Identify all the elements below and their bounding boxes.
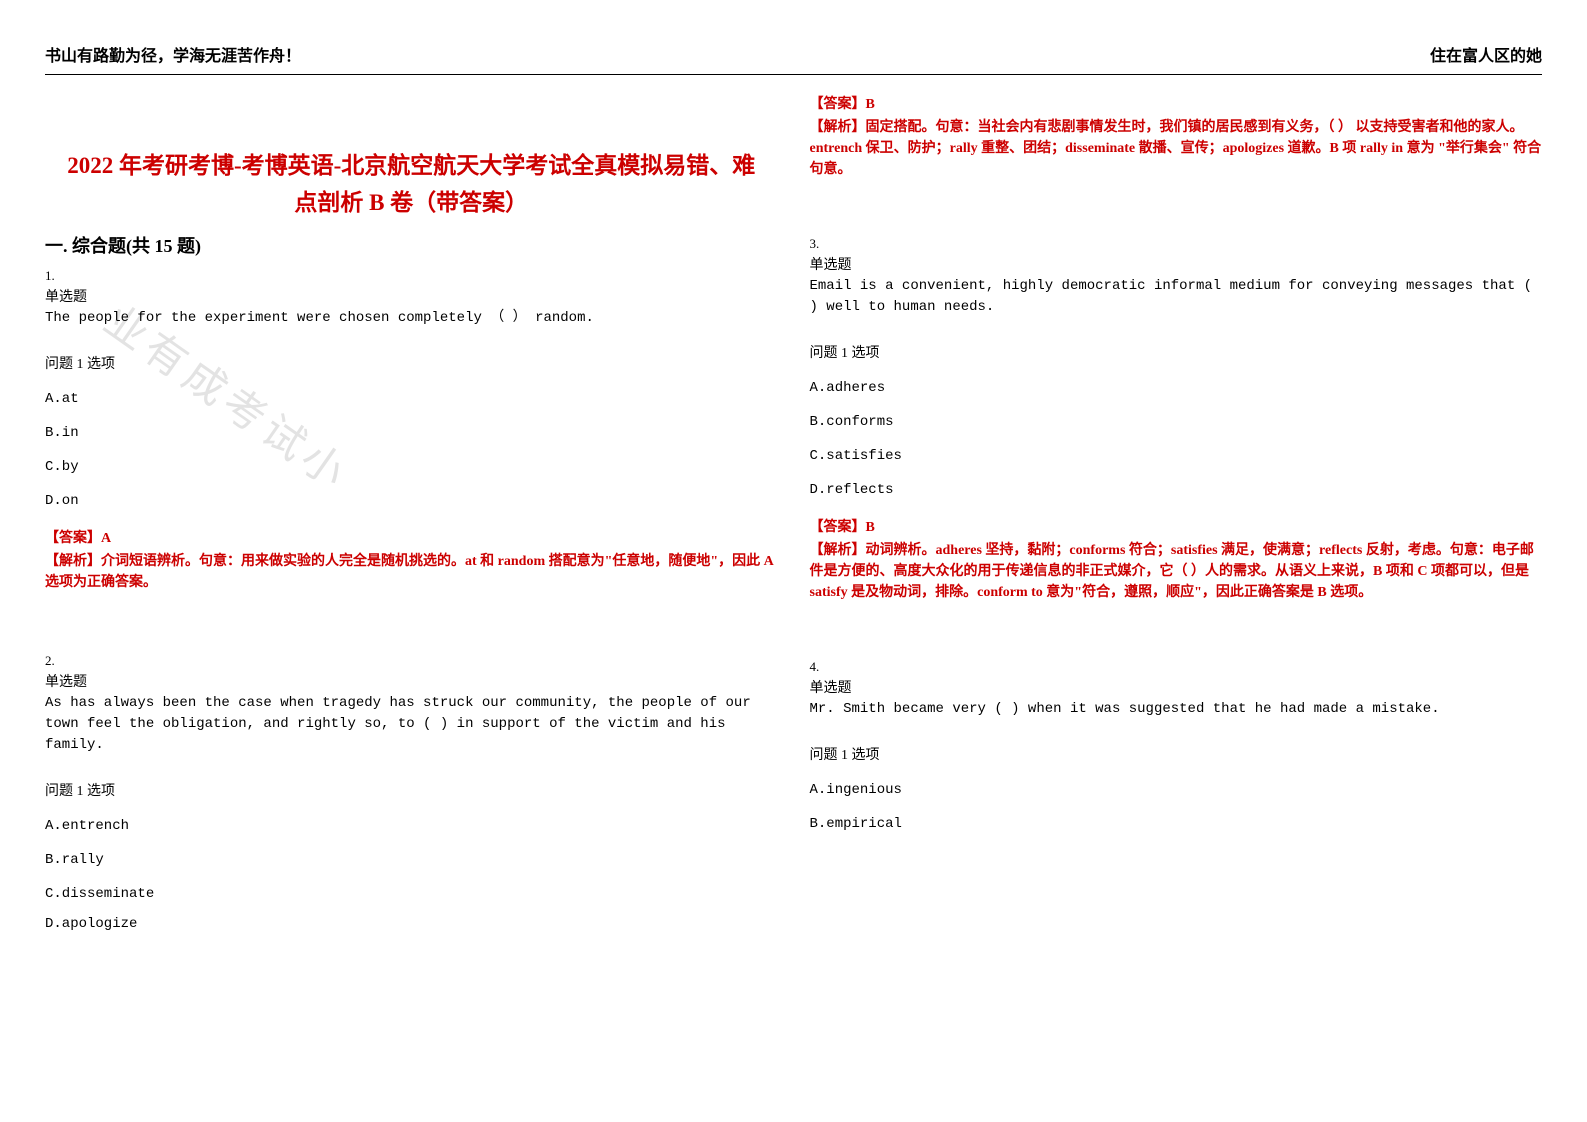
- section-title: 一. 综合题(共 15 题): [45, 232, 778, 258]
- q2-option-c: C.disseminate: [45, 886, 778, 902]
- page-header: 书山有路勤为径，学海无涯苦作舟！ 住在富人区的她: [45, 0, 1542, 75]
- document-title: 2022 年考研考博-考博英语-北京航空航天大学考试全真模拟易错、难 点剖析 B…: [45, 148, 778, 222]
- q1-answer: 【答案】A: [45, 527, 778, 547]
- question-2: 2. 单选题 As has always been the case when …: [45, 653, 778, 932]
- title-line-1: 2022 年考研考博-考博英语-北京航空航天大学考试全真模拟易错、难: [45, 148, 778, 185]
- question-2-answer: 【答案】B 【解析】固定搭配。句意：当社会内有悲剧事情发生时，我们镇的居民感到有…: [810, 93, 1543, 180]
- q3-type: 单选题: [810, 254, 1543, 274]
- q3-text: Email is a convenient, highly democratic…: [810, 276, 1543, 318]
- question-4: 4. 单选题 Mr. Smith became very ( ) when it…: [810, 659, 1543, 832]
- q1-text: The people for the experiment were chose…: [45, 308, 778, 329]
- q1-option-c: C.by: [45, 459, 778, 475]
- q2-option-a: A.entrench: [45, 818, 778, 834]
- q2-type: 单选题: [45, 671, 778, 691]
- q1-option-label: 问题 1 选项: [45, 353, 778, 373]
- q1-option-a: A.at: [45, 391, 778, 407]
- q3-option-b: B.conforms: [810, 414, 1543, 430]
- q4-text: Mr. Smith became very ( ) when it was su…: [810, 699, 1543, 720]
- q3-option-c: C.satisfies: [810, 448, 1543, 464]
- q3-answer: 【答案】B: [810, 516, 1543, 536]
- q3-explain: 【解析】动词辨析。adheres 坚持，黏附；conforms 符合；satis…: [810, 540, 1543, 603]
- q4-number: 4.: [810, 659, 1543, 675]
- q4-option-a: A.ingenious: [810, 782, 1543, 798]
- header-right-text: 住在富人区的她: [1430, 42, 1542, 66]
- q3-option-label: 问题 1 选项: [810, 342, 1543, 362]
- q3-option-d: D.reflects: [810, 482, 1543, 498]
- q2-option-d: D.apologize: [45, 916, 778, 932]
- title-line-2: 点剖析 B 卷（带答案）: [45, 185, 778, 222]
- q2-option-b: B.rally: [45, 852, 778, 868]
- question-1: 1. 单选题 The people for the experiment wer…: [45, 268, 778, 593]
- q4-option-b: B.empirical: [810, 816, 1543, 832]
- q1-number: 1.: [45, 268, 778, 284]
- header-left-motto: 书山有路勤为径，学海无涯苦作舟！: [45, 42, 301, 66]
- q2-answer: 【答案】B: [810, 93, 1543, 113]
- left-column: 业有成考试小 2022 年考研考博-考博英语-北京航空航天大学考试全真模拟易错、…: [45, 87, 778, 960]
- q2-text: As has always been the case when tragedy…: [45, 693, 778, 756]
- q2-number: 2.: [45, 653, 778, 669]
- q3-number: 3.: [810, 236, 1543, 252]
- content-wrapper: 业有成考试小 2022 年考研考博-考博英语-北京航空航天大学考试全真模拟易错、…: [45, 87, 1542, 960]
- q2-option-label: 问题 1 选项: [45, 780, 778, 800]
- q2-explain: 【解析】固定搭配。句意：当社会内有悲剧事情发生时，我们镇的居民感到有义务，（ ）…: [810, 117, 1543, 180]
- q4-option-label: 问题 1 选项: [810, 744, 1543, 764]
- q1-option-b: B.in: [45, 425, 778, 441]
- q1-type: 单选题: [45, 286, 778, 306]
- q3-option-a: A.adheres: [810, 380, 1543, 396]
- q4-type: 单选题: [810, 677, 1543, 697]
- q1-option-d: D.on: [45, 493, 778, 509]
- q1-explain: 【解析】介词短语辨析。句意：用来做实验的人完全是随机挑选的。at 和 rando…: [45, 551, 778, 593]
- question-3: 3. 单选题 Email is a convenient, highly dem…: [810, 236, 1543, 603]
- right-column: 【答案】B 【解析】固定搭配。句意：当社会内有悲剧事情发生时，我们镇的居民感到有…: [810, 87, 1543, 960]
